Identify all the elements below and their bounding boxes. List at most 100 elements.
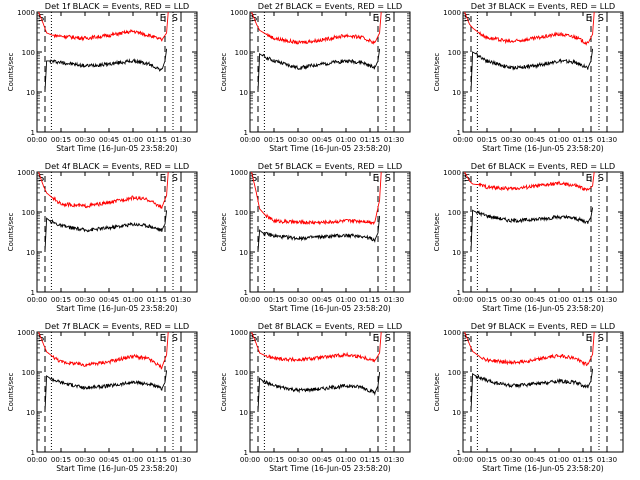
y-axis-label: Counts/sec	[7, 373, 15, 412]
x-tick-label: 00:15	[477, 136, 497, 144]
plot-frame	[36, 11, 198, 133]
y-tick-label: 10	[452, 409, 461, 417]
y-tick-label: 1	[457, 129, 461, 137]
panel-title: Det 7f BLACK = Events, RED = LLD	[45, 321, 189, 331]
x-tick-label: 01:15	[360, 136, 380, 144]
x-tick-label: 00:45	[312, 136, 332, 144]
panel-det-1f: Det 1f BLACK = Events, RED = LLD 1 10 100 10…	[7, 1, 198, 153]
x-tick-label: 00:00	[453, 296, 473, 304]
x-tick-label: 00:00	[453, 456, 473, 464]
panel-det-9f: Det 9f BLACK = Events, RED = LLD 1 10 100 10…	[433, 321, 624, 473]
x-axis-label: Start Time (16-Jun-05 23:58:20)	[482, 464, 604, 473]
panel-title: Det 9f BLACK = Events, RED = LLD	[471, 321, 615, 331]
series-lld-line	[464, 331, 595, 367]
y-tick-label: 1000	[230, 9, 248, 17]
plot-frame	[249, 171, 411, 293]
x-tick-label: 00:15	[264, 296, 284, 304]
y-axis-label: Counts/sec	[433, 53, 441, 92]
x-tick-label: 00:30	[75, 136, 95, 144]
x-tick-label: 00:45	[312, 456, 332, 464]
x-axis-label: Start Time (16-Jun-05 23:58:20)	[56, 464, 178, 473]
marker-label-s: S	[385, 173, 391, 184]
marker-label-s: S	[598, 173, 604, 184]
x-axis-label: Start Time (16-Jun-05 23:58:20)	[269, 144, 391, 153]
y-tick-label: 10	[239, 409, 248, 417]
y-tick-label: 1000	[230, 169, 248, 177]
plot-frame	[249, 331, 411, 453]
marker-label-s: S	[251, 173, 257, 184]
y-axis-label: Counts/sec	[220, 213, 228, 252]
x-tick-label: 01:15	[573, 456, 593, 464]
x-tick-label: 01:00	[549, 456, 569, 464]
plot-frame	[462, 331, 624, 453]
x-tick-label: 00:15	[51, 136, 71, 144]
y-tick-label: 1	[244, 449, 248, 457]
panel-det-3f: Det 3f BLACK = Events, RED = LLD 1 10 100 10…	[433, 1, 624, 153]
plot-frame	[36, 171, 198, 293]
series-lld-line	[38, 11, 169, 42]
x-tick-label: 01:30	[171, 296, 191, 304]
x-tick-label: 00:00	[240, 136, 260, 144]
x-tick-label: 01:00	[123, 456, 143, 464]
x-tick-label: 01:30	[171, 456, 191, 464]
x-tick-label: 00:30	[75, 296, 95, 304]
plot-frame	[462, 11, 624, 133]
x-tick-label: 01:00	[336, 136, 356, 144]
y-tick-label: 1000	[230, 329, 248, 337]
marker-label-s: S	[598, 13, 604, 24]
x-axis-label: Start Time (16-Jun-05 23:58:20)	[482, 144, 604, 153]
x-tick-label: 00:00	[27, 296, 47, 304]
y-tick-label: 10	[26, 89, 35, 97]
y-tick-label: 1	[31, 129, 35, 137]
x-tick-label: 01:15	[147, 296, 167, 304]
x-tick-label: 00:30	[501, 456, 521, 464]
series-events-line	[257, 371, 381, 413]
y-tick-label: 1000	[443, 169, 461, 177]
series-events-line	[257, 48, 381, 93]
y-tick-label: 1	[244, 289, 248, 297]
y-axis-label: Counts/sec	[7, 213, 15, 252]
marker-label-e: E	[160, 333, 166, 344]
x-tick-label: 00:45	[99, 456, 119, 464]
y-tick-label: 100	[448, 209, 461, 217]
marker-label-s: S	[464, 173, 470, 184]
y-tick-label: 1000	[17, 329, 35, 337]
x-tick-label: 01:30	[171, 136, 191, 144]
x-axis-label: Start Time (16-Jun-05 23:58:20)	[269, 464, 391, 473]
marker-label-s: S	[385, 13, 391, 24]
series-lld-line	[38, 171, 169, 209]
panel-title: Det 8f BLACK = Events, RED = LLD	[258, 321, 402, 331]
series-events-line	[470, 48, 594, 93]
x-tick-label: 00:45	[99, 296, 119, 304]
x-axis-label: Start Time (16-Jun-05 23:58:20)	[482, 304, 604, 313]
panel-det-7f: Det 7f BLACK = Events, RED = LLD 1 10 100 10…	[7, 321, 198, 473]
y-tick-label: 1000	[443, 9, 461, 17]
panel-title: Det 5f BLACK = Events, RED = LLD	[258, 161, 402, 171]
y-axis-label: Counts/sec	[433, 373, 441, 412]
x-tick-label: 01:15	[573, 296, 593, 304]
y-tick-label: 100	[448, 49, 461, 57]
y-tick-label: 10	[26, 249, 35, 257]
series-lld-line	[464, 11, 595, 46]
x-tick-label: 00:15	[477, 456, 497, 464]
y-tick-label: 1	[31, 289, 35, 297]
panel-det-5f: Det 5f BLACK = Events, RED = LLD 1 10 100 10…	[220, 161, 411, 313]
panel-det-2f: Det 2f BLACK = Events, RED = LLD 1 10 100 10…	[220, 1, 411, 153]
panel-title: Det 6f BLACK = Events, RED = LLD	[471, 161, 615, 171]
x-tick-label: 00:15	[51, 456, 71, 464]
panel-title: Det 4f BLACK = Events, RED = LLD	[45, 161, 189, 171]
series-events-line	[257, 215, 381, 253]
x-tick-label: 01:15	[147, 136, 167, 144]
y-tick-label: 10	[452, 249, 461, 257]
panel-title: Det 1f BLACK = Events, RED = LLD	[45, 1, 189, 11]
series-events-line	[44, 48, 168, 93]
series-lld-line	[251, 171, 382, 226]
x-tick-label: 00:45	[525, 136, 545, 144]
y-tick-label: 100	[235, 369, 248, 377]
x-tick-label: 00:00	[453, 136, 473, 144]
y-tick-label: 100	[448, 369, 461, 377]
x-tick-label: 00:30	[288, 296, 308, 304]
y-tick-label: 1	[31, 449, 35, 457]
x-tick-label: 01:00	[549, 296, 569, 304]
x-tick-label: 00:15	[477, 296, 497, 304]
